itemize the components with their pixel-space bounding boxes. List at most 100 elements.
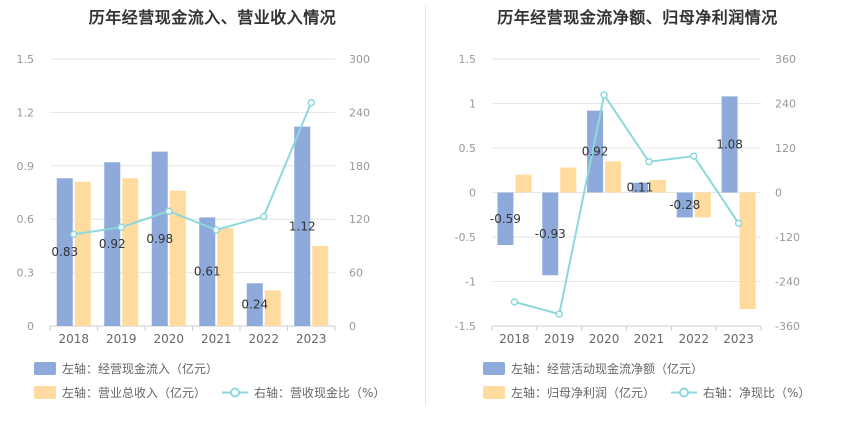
line-point — [690, 152, 698, 160]
y-left-tick-label: 1.5 — [459, 53, 477, 66]
legend-label: 右轴：净现比（%） — [703, 386, 811, 400]
line-point — [212, 226, 220, 234]
legend-item-cash-inflow[interactable]: 左轴：经营现金流入（亿元） — [34, 360, 218, 377]
y-right-tick-label: -240 — [775, 276, 800, 289]
y-left-tick-label: -1.5 — [455, 320, 476, 333]
legend-swatch-line-icon — [222, 387, 249, 398]
line-series — [514, 92, 740, 316]
chart-panel-net-cash: -1.5 -1 -0.5 0 0.5 1 1.5 -360 -240 -120 0 120 240 360… — [425, 0, 850, 437]
data-label: 1.08 — [716, 137, 743, 151]
y-right-tick-label: 180 — [349, 160, 370, 173]
bar-primary — [56, 178, 73, 326]
data-label: 0.98 — [146, 232, 173, 246]
data-label: 1.12 — [289, 219, 316, 233]
y-left-tick-label: 0.3 — [17, 267, 35, 280]
line-point — [645, 157, 653, 166]
legend-item-net-profit[interactable]: 左轴：归母净利润（亿元） — [483, 384, 655, 401]
y-right-tick-label: 60 — [349, 267, 363, 280]
y-right-tick-label: -120 — [775, 231, 800, 244]
bar-secondary — [694, 192, 711, 218]
x-tick-label: 2023 — [296, 332, 327, 346]
x-tick-label: 2018 — [499, 332, 530, 346]
chart-panel-cash-inflow: 0 0.3 0.6 0.9 1.2 1.5 0 60 120 180 240 300 2018 2019 2… — [17, 8, 386, 401]
y-right-tick-label: -360 — [775, 320, 800, 333]
legend-row-1: 左轴：经营现金流入（亿元） — [34, 360, 234, 377]
x-tick-label: 2020 — [153, 332, 184, 346]
x-tick-label: 2021 — [201, 332, 232, 346]
bar-secondary — [515, 174, 532, 193]
legend-swatch-bar — [483, 362, 505, 375]
line-point — [165, 207, 173, 215]
line-point — [117, 223, 125, 231]
x-tick-label: 2020 — [589, 332, 620, 346]
bar-primary — [104, 162, 121, 326]
y-left-tick-label: 1 — [469, 98, 476, 111]
x-tick-label: 2022 — [678, 332, 709, 346]
y-right-tick-label: 120 — [775, 142, 796, 155]
line-point — [600, 91, 608, 99]
y-left-tick-label: -1 — [465, 276, 476, 289]
data-label: 0.92 — [582, 145, 609, 159]
data-label: -0.93 — [535, 227, 566, 241]
chart-title: 历年经营现金流净额、归母净利润情况 — [497, 8, 778, 27]
legend-swatch-bar — [34, 386, 56, 399]
bar-secondary — [649, 180, 666, 193]
data-label: 0.83 — [51, 245, 78, 259]
bar-primary — [542, 192, 559, 276]
legend-row-1: 左轴：经营活动现金流净额（亿元） — [483, 360, 719, 377]
bar-primary — [721, 96, 738, 193]
legend-item-revenue[interactable]: 左轴：营业总收入（亿元） — [34, 384, 206, 401]
legend-swatch-line-icon — [671, 387, 698, 398]
line-point — [70, 230, 78, 239]
data-label: 0.24 — [241, 298, 268, 312]
y-left-tick-label: 1.2 — [17, 106, 35, 119]
line-point — [307, 98, 315, 107]
y-left-tick-label: 0 — [27, 320, 34, 333]
bar-primary — [497, 192, 514, 246]
data-label: 0.11 — [627, 181, 654, 195]
x-tick-label: 2019 — [544, 332, 575, 346]
y-right-tick-label: 240 — [775, 98, 796, 111]
line-point — [510, 298, 519, 306]
y-right-tick-label: 240 — [349, 106, 370, 119]
y-left-tick-label: 0.5 — [459, 142, 477, 155]
bar-secondary — [169, 190, 186, 326]
legend-item-net-cash-ratio[interactable]: 右轴：净现比（%） — [671, 384, 810, 401]
legend-item-net-cash-flow[interactable]: 左轴：经营活动现金流净额（亿元） — [483, 360, 703, 377]
x-tick-label: 2018 — [58, 332, 89, 346]
y-right-tick-label: 360 — [775, 53, 796, 66]
line-series — [73, 102, 313, 236]
x-tick-label: 2021 — [634, 332, 665, 346]
bar-primary — [151, 151, 168, 326]
legend-item-ratio[interactable]: 右轴：营收现金比（%） — [222, 384, 385, 401]
y-right-tick-label: 120 — [349, 213, 370, 226]
y-left-tick-label: -0.5 — [455, 231, 476, 244]
data-label: 0.61 — [194, 265, 221, 279]
legend-label: 左轴：经营活动现金流净额（亿元） — [511, 362, 704, 376]
x-tick-label: 2023 — [723, 332, 754, 346]
data-label: -0.59 — [490, 212, 521, 226]
legend-swatch-bar — [34, 362, 56, 375]
bar-primary — [676, 192, 693, 218]
bar-secondary — [560, 167, 577, 193]
bar-secondary — [264, 290, 281, 326]
legend-row-2: 左轴：归母净利润（亿元） 右轴：净现比（%） — [483, 384, 826, 401]
bar-primary — [294, 126, 311, 326]
data-label: -0.28 — [669, 198, 700, 212]
x-tick-label: 2022 — [248, 332, 279, 346]
panel-divider — [425, 6, 426, 406]
y-left-tick-label: 0.6 — [17, 213, 35, 226]
y-right-tick-label: 0 — [775, 187, 782, 200]
legend-label: 左轴：营业总收入（亿元） — [62, 386, 207, 400]
bar-secondary — [739, 192, 756, 310]
y-right-tick-label: 0 — [349, 320, 356, 333]
bar-secondary — [74, 181, 91, 326]
bar-primary — [246, 283, 263, 326]
bar-primary — [199, 217, 216, 326]
bar-secondary — [312, 245, 329, 326]
chart-svg-cash-inflow: 0 0.3 0.6 0.9 1.2 1.5 0 60 120 180 240 300 2018 2019 2… — [17, 53, 371, 346]
x-tick-label: 2019 — [106, 332, 137, 346]
line-point — [260, 212, 268, 221]
bar-primary — [587, 110, 604, 193]
legend-label: 左轴：归母净利润（亿元） — [511, 386, 656, 400]
